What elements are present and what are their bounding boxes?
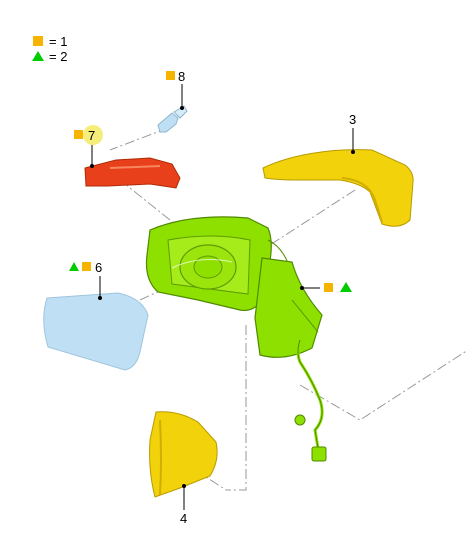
leader-dot-3 xyxy=(351,150,355,154)
callout-4: 4 xyxy=(180,511,187,526)
square-icon xyxy=(74,130,83,139)
cover-edge xyxy=(341,177,383,223)
leader-lines xyxy=(91,84,354,510)
triangle-icon xyxy=(32,51,44,61)
bulb-body xyxy=(157,112,179,133)
callout-housing xyxy=(324,282,352,292)
square-icon xyxy=(33,36,43,46)
cap-part xyxy=(149,411,218,498)
triangle-icon xyxy=(340,282,352,292)
cover-body xyxy=(262,149,414,227)
triangle-icon xyxy=(69,262,79,271)
leader-dot-8 xyxy=(180,106,184,110)
glass-body xyxy=(43,292,149,371)
cap-edge xyxy=(159,419,162,496)
harness-connector xyxy=(311,446,327,462)
callout-6-number: 6 xyxy=(95,260,102,275)
callout-8-number: 8 xyxy=(178,69,185,84)
centerline-bulb xyxy=(109,127,169,151)
harness-clip xyxy=(294,414,306,426)
square-icon xyxy=(324,283,333,292)
leader-dot-6 xyxy=(98,296,102,300)
callout-3: 3 xyxy=(349,112,356,127)
indicator-part xyxy=(84,157,181,189)
callout-6: 6 xyxy=(69,260,102,275)
centerline-cover xyxy=(269,189,356,246)
centerline-harness xyxy=(299,349,468,421)
leader-dots xyxy=(90,106,355,488)
arm-crease xyxy=(291,299,319,333)
square-icon xyxy=(166,71,175,80)
callout-7-highlight xyxy=(83,125,103,145)
housing-highlight xyxy=(171,259,233,269)
callout-8: 8 xyxy=(166,69,185,84)
square-icon xyxy=(82,262,91,271)
centerline-cap xyxy=(226,325,247,491)
callout-7: 7 xyxy=(74,125,103,145)
legend-item-2-text: = 2 xyxy=(49,49,67,64)
wiring-harness xyxy=(296,339,324,449)
mirror-arm xyxy=(254,257,323,358)
actuator-center xyxy=(193,255,223,279)
callout-4-number: 4 xyxy=(180,511,187,526)
housing-part xyxy=(145,216,327,462)
callout-7-number: 7 xyxy=(88,128,95,143)
glass-part xyxy=(43,292,149,371)
bulb-part xyxy=(157,105,188,133)
leader-dot-4 xyxy=(182,484,186,488)
indicator-highlight xyxy=(109,165,161,169)
wiring-harness-edge xyxy=(297,339,323,449)
leader-dot-housing xyxy=(300,286,304,290)
legend-item-1-text: = 1 xyxy=(49,34,67,49)
cover-part xyxy=(262,149,414,227)
callout-3-number: 3 xyxy=(349,112,356,127)
legend: = 1 = 2 xyxy=(32,34,67,64)
leader-dot-7 xyxy=(90,164,94,168)
cap-body xyxy=(149,411,218,498)
indicator-body xyxy=(84,157,181,189)
